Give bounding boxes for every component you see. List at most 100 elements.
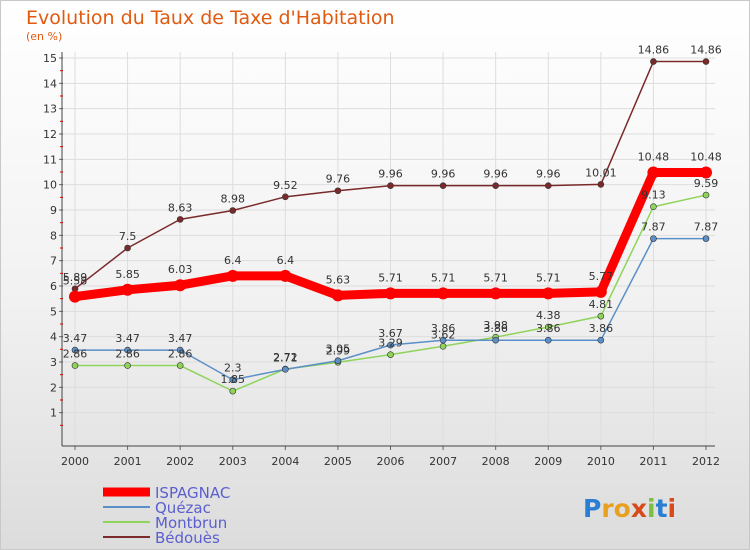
- data-label: 10.48: [690, 151, 722, 164]
- data-label: 7.87: [694, 221, 719, 234]
- data-label: 3.62: [431, 328, 456, 341]
- data-label: 3.47: [115, 332, 140, 345]
- y-tick-label: 1: [50, 407, 57, 420]
- x-tick-label: 2001: [114, 455, 142, 468]
- data-point: [544, 323, 552, 331]
- y-tick-label: 11: [43, 153, 57, 166]
- data-point: [124, 244, 131, 252]
- data-point: [282, 193, 289, 201]
- data-label: 5.71: [378, 271, 403, 284]
- data-label: 3.47: [63, 332, 88, 345]
- x-tick-label: 2006: [377, 455, 405, 468]
- data-label: 3.86: [483, 322, 508, 335]
- data-label: 9.52: [273, 179, 298, 192]
- y-tick-label: 10: [43, 179, 57, 192]
- data-label: 5.85: [115, 268, 140, 281]
- chart-subtitle: (en %): [26, 30, 62, 43]
- data-label: 1.85: [221, 373, 246, 386]
- data-point: [700, 166, 712, 179]
- data-label: 8.63: [168, 201, 193, 214]
- y-tick-label: 15: [43, 52, 57, 65]
- data-label: 9.96: [431, 168, 456, 181]
- data-point: [650, 235, 657, 242]
- data-label: 2.99: [326, 344, 351, 357]
- data-point: [229, 376, 237, 384]
- data-label: 2.86: [115, 348, 140, 361]
- data-point: [492, 182, 499, 189]
- logo-text: Proxiti: [583, 494, 676, 523]
- x-tick-label: 2000: [61, 455, 89, 468]
- data-point: [279, 269, 292, 282]
- x-tick-label: 2005: [324, 455, 352, 468]
- data-point: [647, 166, 660, 179]
- data-point: [597, 336, 605, 344]
- x-tick-label: 2007: [429, 455, 457, 468]
- data-point: [489, 287, 502, 300]
- data-point: [124, 346, 131, 354]
- data-label: 9.96: [483, 168, 508, 181]
- data-label: 9.59: [694, 177, 719, 190]
- data-label: 5.58: [63, 275, 88, 288]
- data-point: [176, 216, 184, 223]
- data-point: [69, 290, 81, 303]
- data-point: [439, 342, 447, 350]
- data-label: 7.87: [641, 221, 666, 234]
- data-point: [384, 287, 397, 300]
- data-label: 3.67: [378, 327, 403, 340]
- data-label: 2.86: [168, 348, 193, 361]
- data-point: [174, 279, 187, 292]
- legend-label: Montbrun: [155, 514, 227, 532]
- data-label: 6.03: [168, 263, 193, 276]
- data-label: 6.4: [224, 254, 242, 267]
- y-tick-label: 12: [43, 128, 57, 141]
- y-tick-label: 13: [43, 103, 57, 116]
- y-tick-label: 3: [50, 356, 57, 369]
- y-tick-label: 6: [50, 280, 57, 293]
- x-tick-label: 2002: [166, 455, 194, 468]
- data-point: [334, 357, 342, 365]
- data-point: [597, 312, 605, 320]
- data-point: [492, 336, 499, 344]
- data-point: [650, 203, 657, 211]
- data-label: 8.98: [221, 193, 246, 206]
- data-label: 10.48: [638, 151, 670, 164]
- data-point: [229, 387, 237, 395]
- data-point: [282, 366, 289, 373]
- y-tick-label: 8: [50, 229, 57, 242]
- legend-label: ISPAGNAC: [155, 484, 230, 502]
- series-points: [69, 58, 712, 395]
- data-label: 2.3: [224, 362, 242, 375]
- data-label: 9.76: [326, 173, 351, 186]
- data-label: 5.71: [483, 271, 508, 284]
- data-point: [121, 283, 134, 296]
- data-label: 2.86: [63, 348, 88, 361]
- x-tick-label: 2004: [271, 455, 299, 468]
- data-point: [650, 58, 657, 65]
- data-labels: 5.89 7.5 8.63 8.98 9.52 9.76 9.96 9.96 9.96 9.96 1…: [63, 44, 722, 387]
- x-tick-label: 2010: [587, 455, 615, 468]
- data-label: 2.72: [273, 351, 298, 364]
- data-label: 10.01: [585, 166, 617, 179]
- x-tick-label: 2008: [482, 455, 510, 468]
- data-point: [124, 362, 131, 369]
- data-point: [226, 269, 239, 282]
- data-point: [387, 351, 394, 358]
- data-label: 9.13: [641, 189, 666, 202]
- data-label: 7.5: [119, 230, 137, 243]
- x-tick-label: 2009: [534, 455, 562, 468]
- y-tick-label: 14: [43, 77, 57, 90]
- data-point: [176, 362, 184, 369]
- data-point: [439, 182, 447, 189]
- data-point: [331, 289, 344, 302]
- data-point: [387, 341, 394, 349]
- data-point: [334, 187, 342, 195]
- data-point: [71, 362, 79, 369]
- data-point: [702, 191, 710, 199]
- y-tick-label: 9: [50, 204, 57, 217]
- y-tick-label: 7: [50, 255, 57, 268]
- data-label: 5.89: [63, 271, 88, 284]
- x-tick-label: 2011: [639, 455, 667, 468]
